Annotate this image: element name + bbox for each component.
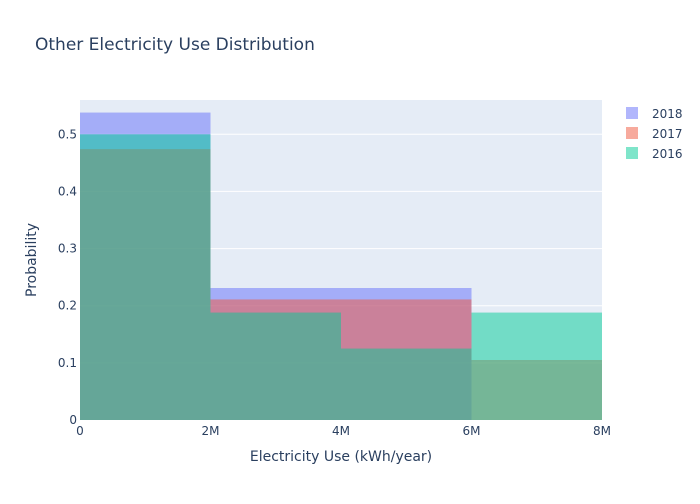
y-tick-label: 0.4	[58, 184, 77, 198]
legend-label: 2018	[652, 107, 683, 121]
y-axis-title: Probability	[24, 223, 40, 297]
legend-item-2016[interactable]: 2016	[626, 147, 683, 161]
bar-2016[interactable]	[80, 134, 211, 421]
legend-item-2018[interactable]: 2018	[626, 107, 683, 121]
legend-swatch	[626, 127, 638, 139]
legend-label: 2016	[652, 147, 683, 161]
y-tick-label: 0.3	[58, 242, 77, 256]
bars-layer	[80, 112, 603, 421]
x-tick-label: 0	[76, 424, 84, 438]
x-tick-label: 8M	[593, 424, 611, 438]
legend-label: 2017	[652, 127, 683, 141]
legend-swatch	[626, 147, 638, 159]
bar-2016[interactable]	[471, 312, 603, 420]
x-tick-label: 6M	[463, 424, 481, 438]
y-tick-label: 0.5	[58, 127, 77, 141]
y-axis-ticks: 0 0.1 0.2 0.3 0.4 0.5	[58, 127, 77, 427]
x-axis-title: Electricity Use (kWh/year)	[250, 449, 432, 465]
x-tick-label: 4M	[332, 424, 350, 438]
x-axis-ticks: 0 2M 4M 6M 8M	[76, 424, 611, 438]
bar-2016[interactable]	[341, 348, 472, 420]
y-tick-label: 0.2	[58, 299, 77, 313]
legend-swatch	[626, 107, 638, 119]
y-tick-label: 0	[69, 413, 77, 427]
x-tick-label: 2M	[202, 424, 220, 438]
chart-title: Other Electricity Use Distribution	[35, 35, 315, 55]
bar-2016[interactable]	[210, 312, 342, 420]
legend-item-2017[interactable]: 2017	[626, 127, 683, 141]
legend[interactable]: 2018 2017 2016	[626, 107, 683, 161]
y-tick-label: 0.1	[58, 356, 77, 370]
